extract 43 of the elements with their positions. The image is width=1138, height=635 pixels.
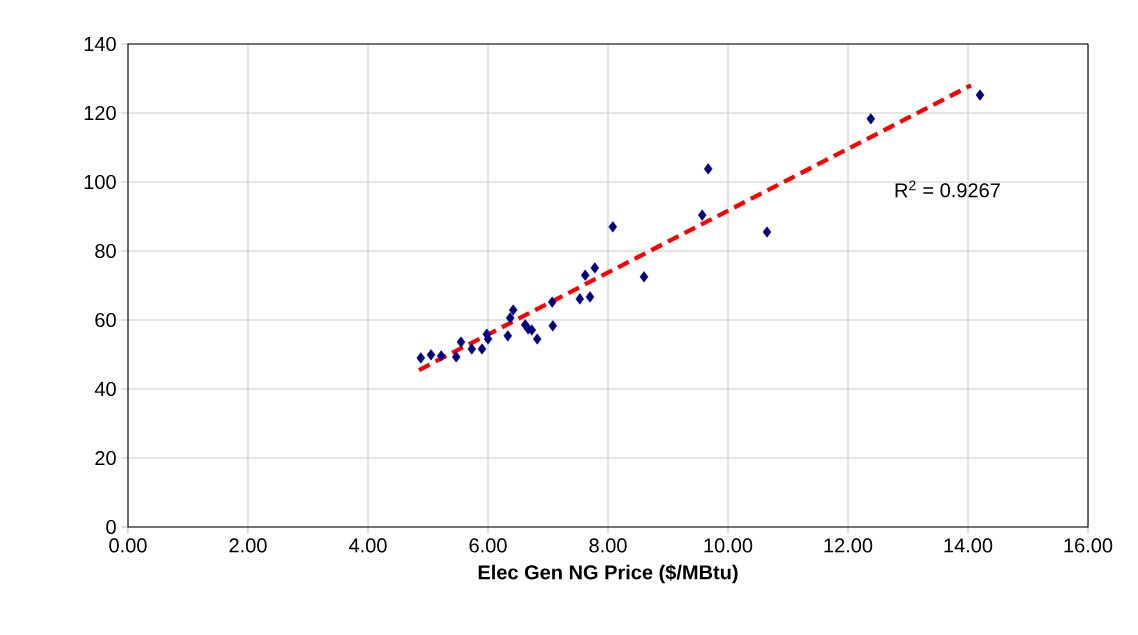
y-tick-label: 80 — [95, 243, 116, 259]
point — [590, 262, 600, 274]
point — [608, 221, 618, 233]
point — [477, 343, 487, 355]
x-tick-label: 4.00 — [349, 538, 387, 553]
point — [975, 89, 985, 101]
point — [866, 113, 876, 125]
point — [703, 163, 713, 175]
x-tick-label: 0.00 — [109, 538, 147, 553]
y-tick-label: 60 — [95, 312, 116, 328]
point — [532, 333, 542, 345]
y-tick-label: 100 — [84, 174, 116, 190]
point — [697, 209, 707, 221]
x-tick-label: 6.00 — [469, 538, 507, 553]
point — [456, 336, 466, 348]
point — [580, 269, 590, 281]
y-tick-label: 20 — [95, 450, 116, 466]
x-tick-label: 12.00 — [824, 538, 873, 553]
y-tick-label: 40 — [94, 381, 116, 397]
point — [467, 343, 477, 355]
point — [508, 304, 518, 316]
x-axis-title: Elec Gen NG Price ($/MBtu) — [478, 564, 738, 584]
point — [547, 296, 557, 308]
x-tick-label: 10.00 — [704, 538, 753, 553]
point — [451, 351, 461, 363]
x-tick-label: 8.00 — [589, 538, 627, 553]
y-tick-label: 0 — [106, 519, 116, 535]
point — [416, 352, 426, 364]
point — [503, 330, 513, 342]
y-tick-label: 140 — [84, 36, 116, 52]
x-tick-label: 16.00 — [1064, 538, 1113, 553]
x-tick-label: 2.00 — [229, 538, 267, 553]
y-tick-label: 120 — [84, 105, 116, 121]
point — [575, 293, 585, 305]
point — [426, 349, 436, 361]
point — [436, 350, 446, 362]
point — [505, 312, 515, 324]
point — [548, 320, 558, 332]
point — [639, 271, 649, 283]
point — [585, 291, 595, 303]
annotation: R$^{2}$ = 0.9267 — [895, 180, 1000, 198]
x-tick-label: 14.00 — [944, 538, 993, 553]
point — [762, 226, 772, 238]
